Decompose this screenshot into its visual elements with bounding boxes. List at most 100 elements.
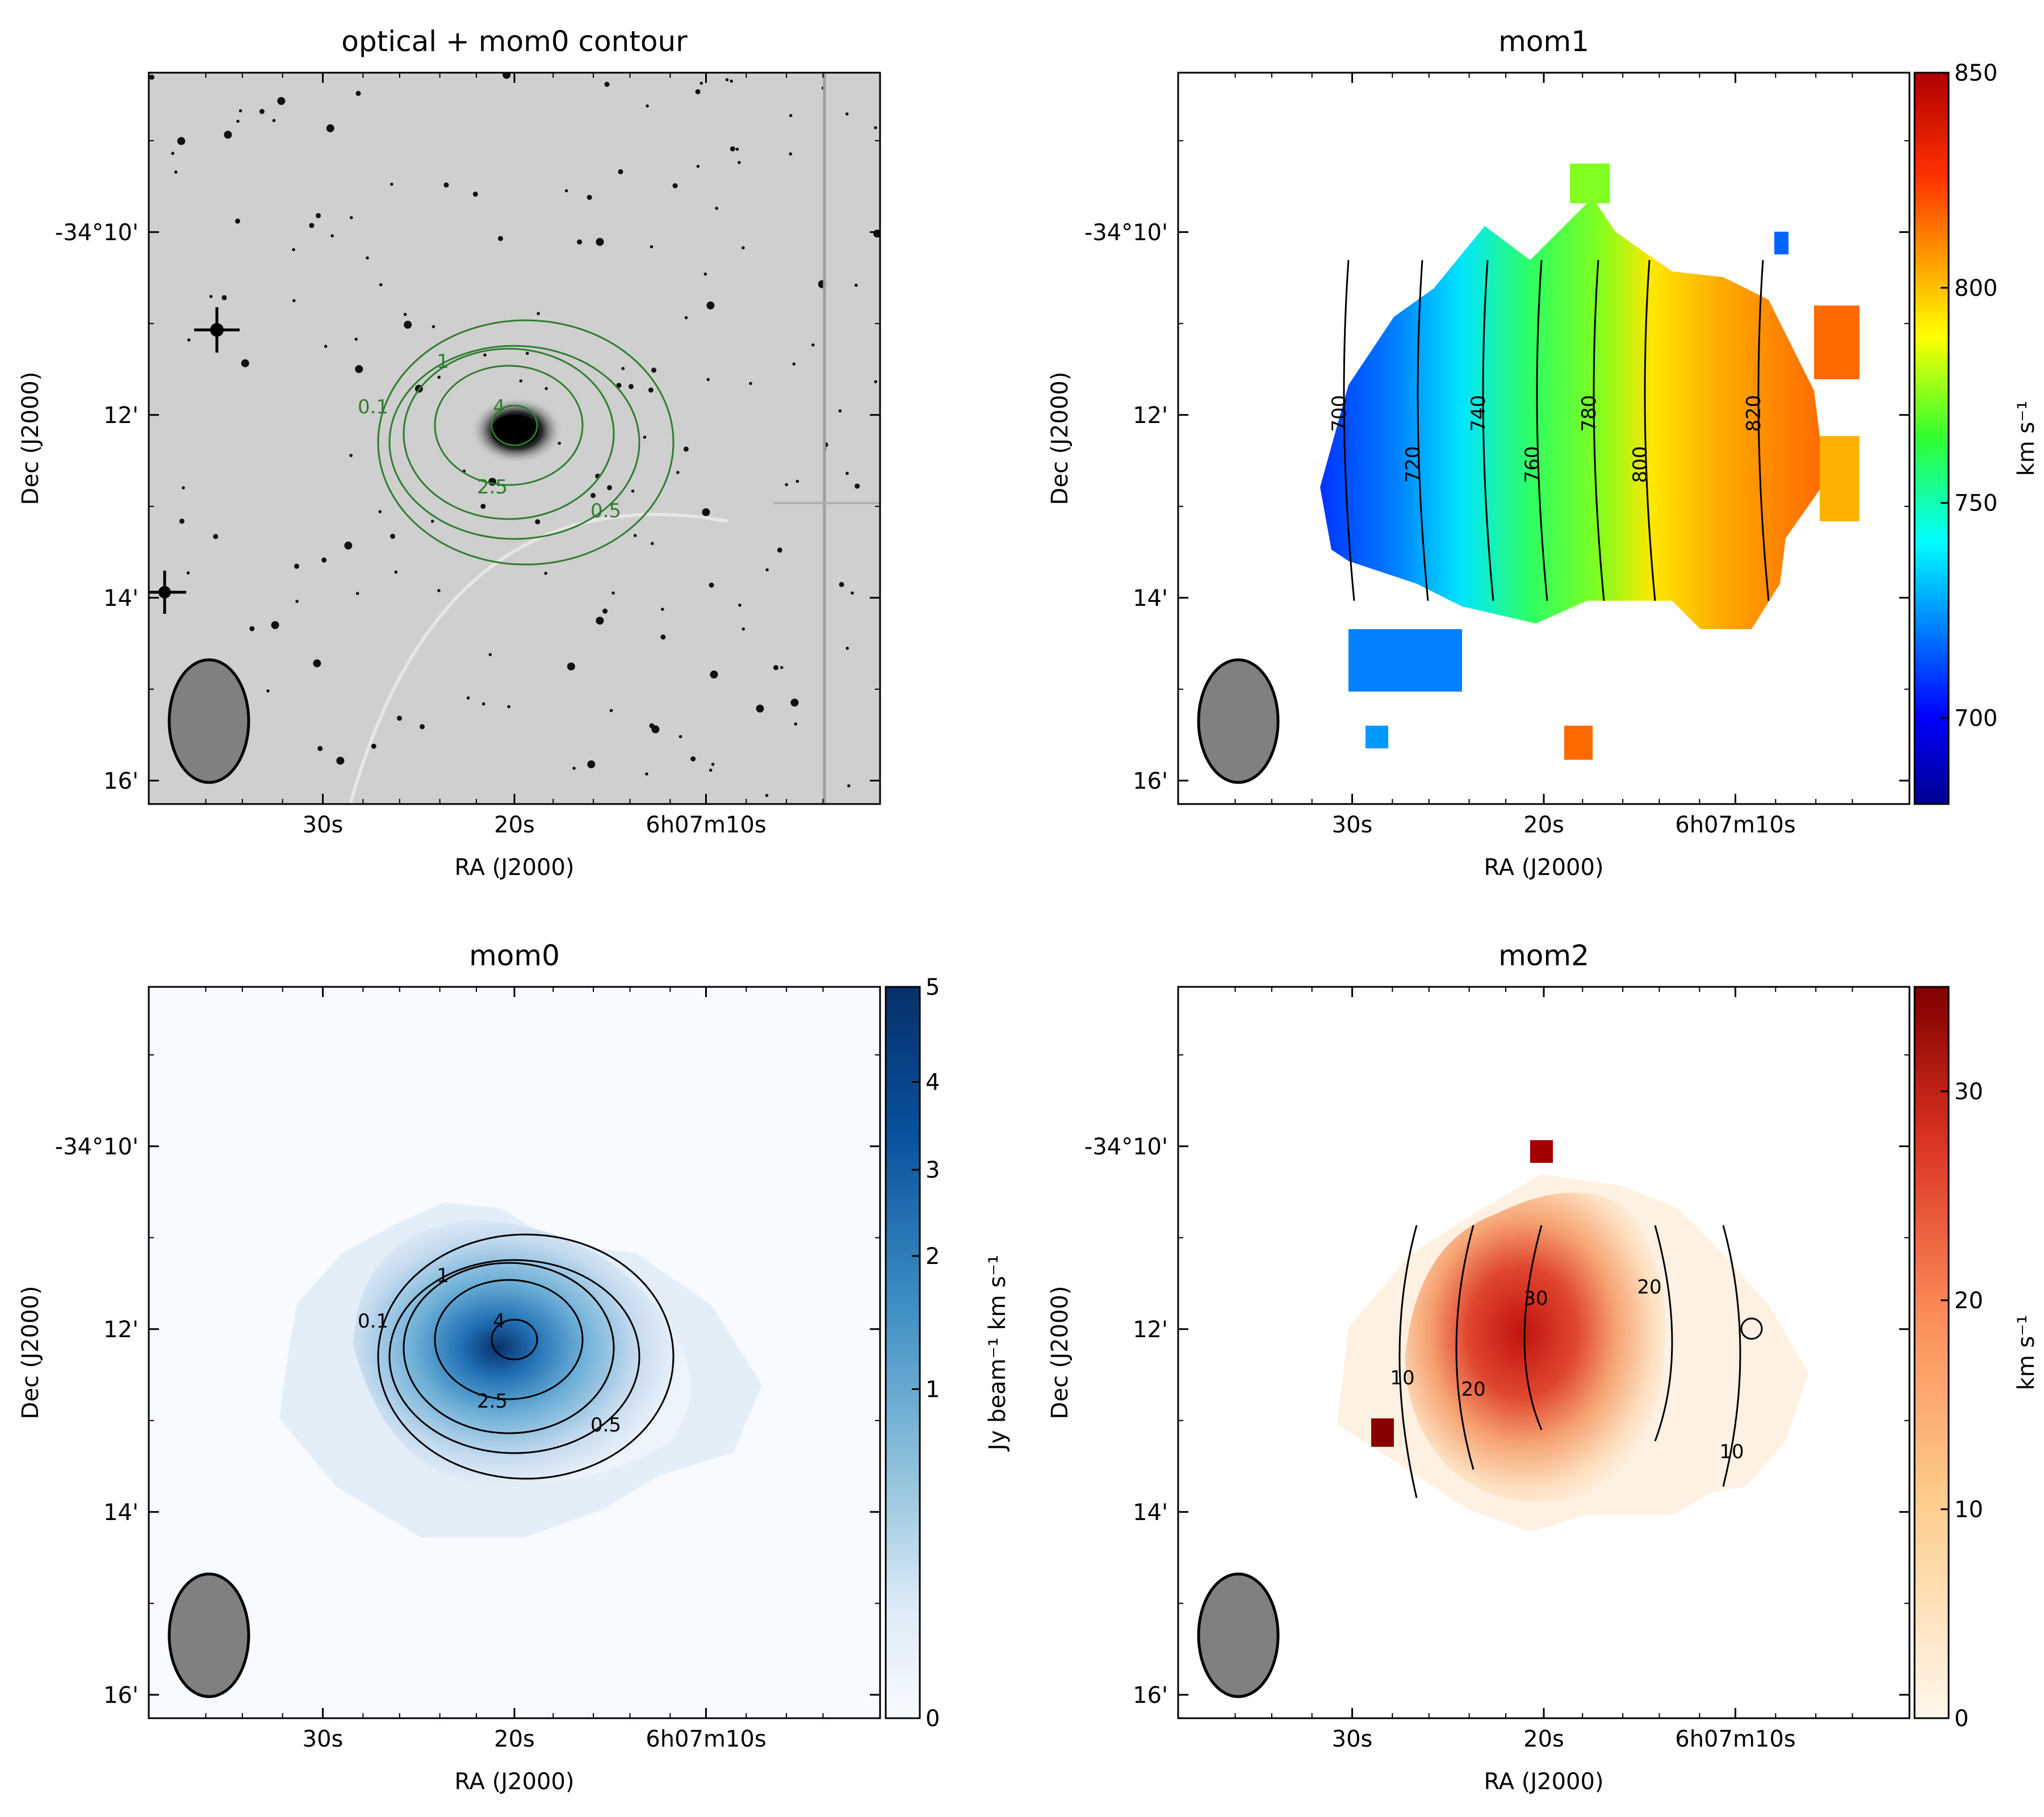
star	[696, 165, 700, 168]
star	[498, 236, 503, 241]
star	[756, 704, 764, 713]
velocity-patch	[1570, 164, 1610, 203]
star	[611, 591, 615, 595]
star	[602, 608, 608, 614]
star	[604, 82, 610, 87]
star	[535, 519, 541, 525]
star	[706, 378, 710, 382]
colorbar-tick-label: 4	[925, 1069, 940, 1095]
panel-mom1: 700 720 740 760 780 800 820 30s 20s 6h07m10s -34°1…	[1047, 25, 2039, 881]
star	[313, 659, 321, 668]
star	[292, 299, 296, 303]
star	[379, 283, 383, 287]
colorbar-tick-label: 3	[925, 1157, 940, 1183]
star	[650, 245, 654, 249]
colorbar-tick-label: 850	[1954, 60, 1997, 86]
star	[792, 362, 796, 366]
star	[845, 646, 849, 650]
star	[326, 124, 334, 132]
y-tick-label: 14'	[1133, 585, 1168, 612]
star	[209, 295, 213, 298]
panel-title: optical + mom0 contour	[341, 25, 688, 58]
contour-label: 0.5	[590, 1414, 621, 1437]
y-tick-label: -34°10'	[1084, 220, 1168, 246]
dispersion-hotspot	[1371, 1418, 1394, 1447]
contour	[377, 1233, 675, 1480]
star	[765, 794, 769, 797]
x-tick-label: 20s	[494, 812, 535, 838]
star	[765, 568, 769, 572]
star	[706, 301, 715, 309]
velocity-patch	[1348, 629, 1462, 692]
colorbar-tick-label: 0	[925, 1706, 940, 1732]
star	[182, 486, 185, 489]
panel-mom0: 0.1 0.5 1 2.5 4 30s 20s 6h07m10s -34°10' 12' 14' 16…	[18, 939, 1011, 1795]
star	[874, 126, 877, 129]
x-tick-label: 6h07m10s	[1675, 812, 1795, 838]
contour-label: 0.1	[358, 1310, 388, 1333]
star	[572, 767, 576, 770]
y-axis-label: Dec (J2000)	[1047, 1286, 1073, 1420]
star	[488, 653, 492, 656]
star	[684, 316, 688, 320]
star	[483, 353, 487, 357]
star	[349, 454, 353, 457]
star	[730, 79, 733, 83]
y-tick-label: 16'	[103, 768, 139, 794]
bright-star-core	[210, 323, 224, 337]
contour	[1523, 1225, 1543, 1430]
star	[437, 589, 441, 592]
x-axis-label: RA (J2000)	[1484, 855, 1603, 881]
y-tick-label: -34°10'	[55, 220, 139, 246]
star	[725, 78, 729, 82]
star	[710, 670, 718, 679]
star	[295, 600, 299, 603]
star	[472, 191, 478, 197]
star	[773, 665, 778, 671]
star	[394, 570, 398, 574]
star	[404, 320, 412, 329]
star	[403, 313, 407, 316]
star	[236, 119, 240, 123]
star	[355, 91, 361, 96]
contour	[1417, 259, 1429, 601]
contour-label: 20	[1461, 1378, 1485, 1401]
star	[174, 170, 178, 174]
contour	[434, 1279, 584, 1400]
contour	[1455, 1225, 1475, 1470]
star	[794, 722, 798, 726]
colorbar-gradient	[1913, 72, 1950, 805]
star	[790, 698, 799, 707]
contour-label: 2.5	[477, 1390, 508, 1413]
star	[847, 784, 851, 788]
star	[780, 665, 784, 669]
contour-label: 10	[1390, 1367, 1414, 1389]
galaxy-core	[491, 415, 539, 446]
colorbar-tick-label: 2	[925, 1244, 940, 1270]
panel-title: mom1	[1498, 25, 1589, 58]
star	[330, 234, 334, 238]
star	[272, 119, 276, 123]
contour	[1644, 259, 1656, 601]
mom1-image: 700 720 740 760 780 800 820	[1178, 73, 1909, 804]
star	[855, 483, 860, 489]
star	[730, 146, 735, 152]
star	[366, 256, 369, 260]
star	[616, 383, 622, 388]
star	[648, 387, 654, 393]
star	[277, 97, 286, 105]
star	[316, 213, 321, 219]
star	[845, 112, 849, 116]
contour	[377, 319, 675, 566]
y-tick-label: 14'	[1133, 1500, 1168, 1526]
contour-label: 4	[493, 1310, 505, 1333]
y-axis-label: Dec (J2000)	[18, 1286, 44, 1420]
star	[661, 608, 664, 611]
star	[292, 248, 295, 252]
star	[851, 591, 854, 595]
star	[645, 772, 648, 776]
x-tick-label: 20s	[1523, 1726, 1564, 1752]
star	[266, 689, 270, 693]
star	[149, 74, 154, 80]
star	[618, 169, 623, 174]
